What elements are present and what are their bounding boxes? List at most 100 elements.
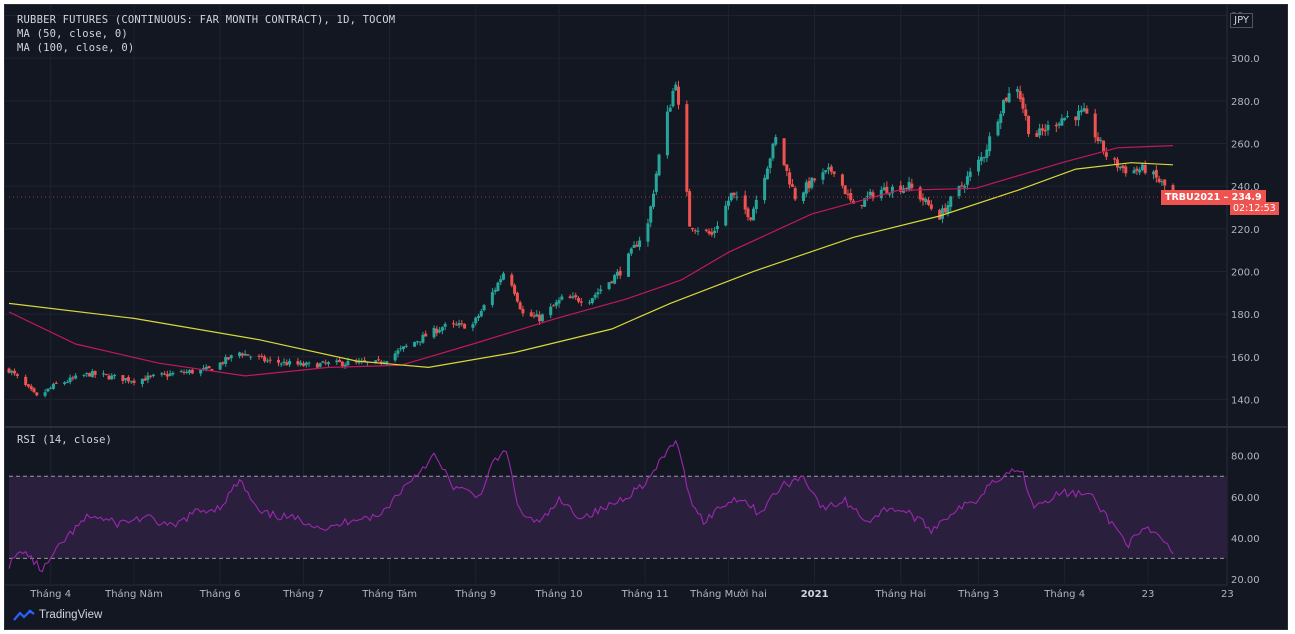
candle-body [65, 381, 69, 383]
candle-body [743, 195, 747, 210]
candle-body [304, 362, 308, 366]
candle-body [113, 375, 117, 377]
rsi-line [8, 439, 1174, 573]
candle-body [863, 198, 867, 207]
candle-body [1082, 108, 1086, 112]
candle-body [218, 362, 222, 370]
candle-body [1004, 97, 1008, 102]
candle-body [226, 357, 230, 360]
candle-body [996, 121, 1000, 136]
candle-body [571, 296, 575, 298]
candle-body [977, 159, 981, 172]
candle-body [593, 294, 597, 298]
candle-body [438, 330, 442, 333]
candle-body [240, 353, 244, 356]
candle-body [724, 205, 728, 226]
price-axis-label: 220.0 [1231, 225, 1260, 236]
candle-body [7, 368, 11, 373]
candle-body [549, 306, 553, 316]
ma50-line [8, 145, 1174, 377]
candle-body [782, 138, 786, 166]
candle-body [257, 355, 261, 357]
candle-body [385, 361, 389, 364]
candle-body [763, 177, 767, 201]
currency-badge[interactable]: JPY [1230, 13, 1253, 28]
candle-body [1132, 170, 1136, 174]
candle-body [979, 157, 983, 161]
time-axis-label: Tháng Mười hai [689, 588, 767, 600]
candle-body [204, 366, 208, 370]
time-axis-label: Tháng Tám [361, 588, 417, 600]
candle-body [607, 282, 611, 290]
candle-body [104, 373, 108, 375]
candle-body [146, 375, 150, 380]
candle-body [90, 371, 94, 378]
candle-body [110, 375, 114, 380]
ma50-legend: MA (50, close, 0) [17, 28, 128, 40]
candle-body [710, 232, 714, 235]
candle-body [907, 181, 911, 191]
candle-body [707, 231, 711, 234]
candle-body [938, 209, 942, 220]
candle-body [1118, 166, 1122, 169]
candle-body [790, 184, 794, 187]
price-separator: – [1223, 192, 1232, 203]
tradingview-logo[interactable]: TradingView [13, 609, 102, 621]
candle-body [168, 373, 172, 376]
candle-body [476, 315, 480, 318]
candle-body [535, 314, 539, 317]
candle-body [1160, 181, 1164, 183]
candle-body [821, 172, 825, 180]
rsi-axis-label: 60.00 [1231, 493, 1260, 504]
candle-body [288, 360, 292, 365]
candle-body [793, 188, 797, 200]
time-axis-label: 2021 [801, 589, 829, 600]
candle-body [299, 362, 303, 365]
ma100-line [8, 162, 1174, 369]
candle-body [868, 191, 872, 196]
time-axis-label: 23 [1221, 589, 1234, 600]
candle-body [1027, 115, 1031, 135]
candle-body [315, 363, 319, 368]
candle-body [910, 183, 914, 188]
candle-body [668, 107, 672, 112]
candle-body [1065, 116, 1069, 118]
candle-body [335, 360, 339, 363]
candle-body [629, 248, 633, 254]
candle-body [588, 302, 592, 304]
candle-body [418, 341, 422, 343]
rsi-axis-label: 40.00 [1231, 534, 1260, 545]
candle-body [982, 157, 986, 159]
candle-body [126, 377, 130, 382]
candle-body [229, 355, 233, 359]
candle-body [463, 324, 467, 329]
candle-body [1077, 110, 1081, 121]
candle-body [1002, 99, 1006, 114]
candle-body [357, 361, 361, 363]
candle-body [151, 374, 155, 377]
price-axis-label: 140.0 [1231, 395, 1260, 406]
price-axis-label: 160.0 [1231, 353, 1260, 364]
candle-body [768, 158, 772, 168]
candle-body [1154, 169, 1158, 178]
candle-body [515, 292, 519, 302]
candle-body [771, 143, 775, 159]
candle-body [899, 185, 903, 192]
candle-body [260, 355, 264, 357]
candle-body [638, 240, 642, 247]
chart-canvas[interactable]: 140.0 160.0 180.0 200.0 220.0 240.0 260.0 280.0… [5, 5, 1288, 630]
candle-body [879, 189, 883, 199]
chart-frame[interactable]: 140.0 160.0 180.0 200.0 220.0 240.0 260.0 280.0… [4, 4, 1288, 630]
candle-body [557, 300, 561, 304]
candle-body [163, 373, 167, 375]
candle-body [774, 137, 778, 145]
candle-body [665, 111, 669, 156]
candle-body [810, 177, 814, 188]
candle-body [807, 180, 811, 189]
candle-body [885, 186, 889, 194]
candle-body [496, 282, 500, 291]
candle-body [988, 136, 992, 152]
candle-body [140, 378, 144, 385]
candle-body [93, 370, 97, 375]
candle-body [301, 363, 305, 366]
